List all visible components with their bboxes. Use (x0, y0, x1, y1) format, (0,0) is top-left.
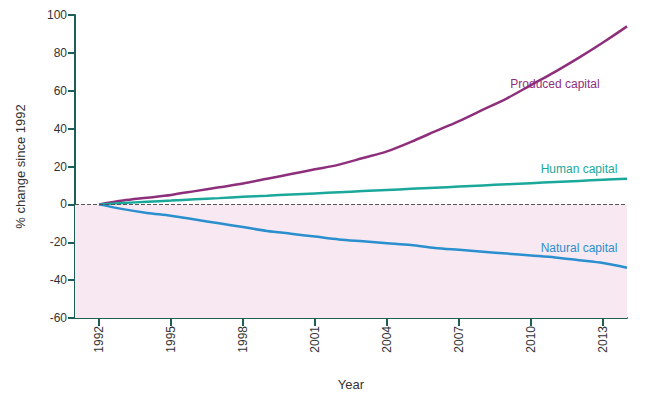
svg-text:2010: 2010 (524, 326, 538, 353)
svg-text:2001: 2001 (308, 326, 322, 353)
svg-text:Natural capital: Natural capital (541, 241, 618, 255)
svg-text:2004: 2004 (380, 326, 394, 353)
svg-text:% change since 1992: % change since 1992 (13, 104, 28, 228)
svg-text:2007: 2007 (452, 326, 466, 353)
svg-text:0: 0 (60, 197, 67, 211)
svg-text:-60: -60 (50, 311, 68, 325)
svg-text:1992: 1992 (92, 326, 106, 353)
svg-text:40: 40 (54, 122, 68, 136)
svg-text:80: 80 (54, 46, 68, 60)
svg-text:60: 60 (54, 84, 68, 98)
svg-text:1995: 1995 (164, 326, 178, 353)
svg-text:-40: -40 (50, 273, 68, 287)
svg-text:Produced capital: Produced capital (510, 77, 599, 91)
svg-text:20: 20 (54, 160, 68, 174)
svg-text:Year: Year (338, 377, 365, 392)
svg-text:2013: 2013 (596, 326, 610, 353)
svg-text:Human capital: Human capital (541, 162, 618, 176)
svg-text:1998: 1998 (236, 326, 250, 353)
svg-text:-20: -20 (50, 235, 68, 249)
svg-text:100: 100 (47, 8, 67, 22)
